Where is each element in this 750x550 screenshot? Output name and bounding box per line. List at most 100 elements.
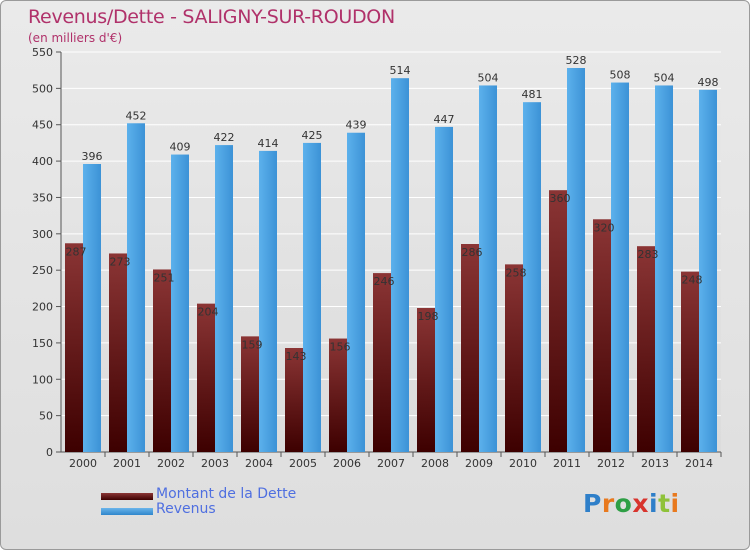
revenue-value-label: 439 xyxy=(346,119,367,132)
debt-value-label: 248 xyxy=(682,274,703,287)
revenue-value-label: 504 xyxy=(478,71,499,84)
debt-value-label: 286 xyxy=(462,246,483,259)
revenue-bar xyxy=(655,85,673,453)
chart-title: Revenus/Dette - SALIGNY-SUR-ROUDON xyxy=(28,6,395,28)
revenue-value-label: 425 xyxy=(302,129,323,142)
y-tick-label: 350 xyxy=(32,191,53,204)
revenue-bar xyxy=(567,68,585,452)
debt-bar xyxy=(241,336,259,452)
revenue-value-label: 422 xyxy=(214,131,235,144)
debt-bar xyxy=(681,271,699,452)
revenue-value-label: 514 xyxy=(390,64,411,77)
revenue-value-label: 414 xyxy=(258,137,279,150)
x-tick-label: 2003 xyxy=(201,457,229,470)
debt-bar xyxy=(461,244,479,452)
revenue-bar xyxy=(611,82,629,452)
debt-bar xyxy=(285,348,303,452)
legend-swatch-revenue xyxy=(101,508,153,515)
y-tick-label: 400 xyxy=(32,155,53,168)
debt-value-label: 159 xyxy=(242,338,263,351)
x-tick-label: 2010 xyxy=(509,457,537,470)
x-tick-label: 2007 xyxy=(377,457,405,470)
chart-subtitle: (en milliers d'€) xyxy=(28,31,123,45)
debt-bar xyxy=(593,219,611,452)
revenue-value-label: 447 xyxy=(434,113,455,126)
y-tick-label: 150 xyxy=(32,337,53,350)
revenue-bar xyxy=(435,126,453,452)
revenue-bar xyxy=(303,142,321,452)
logo-letter: i xyxy=(670,489,680,518)
debt-bar xyxy=(153,269,171,452)
revenue-bar xyxy=(259,150,277,452)
y-tick-label: 50 xyxy=(39,410,53,423)
y-tick-label: 0 xyxy=(46,446,53,459)
debt-value-label: 156 xyxy=(330,341,351,354)
y-tick-label: 300 xyxy=(32,228,53,241)
legend-label-debt: Montant de la Dette xyxy=(156,486,297,502)
revenue-value-label: 481 xyxy=(522,88,543,101)
legend-swatch-debt xyxy=(101,493,153,500)
proxiti-logo: Proxiti xyxy=(583,489,680,518)
x-tick-label: 2000 xyxy=(69,457,97,470)
debt-value-label: 258 xyxy=(506,266,527,279)
x-tick-label: 2013 xyxy=(641,457,669,470)
revenue-value-label: 409 xyxy=(170,141,191,154)
revenue-value-label: 508 xyxy=(610,69,631,82)
revenue-bar xyxy=(171,154,189,452)
x-tick-label: 2011 xyxy=(553,457,581,470)
y-tick-label: 100 xyxy=(32,373,53,386)
revenue-bar xyxy=(83,164,101,452)
logo-letter: o xyxy=(614,489,633,518)
revenue-bar xyxy=(215,145,233,452)
debt-value-label: 251 xyxy=(154,271,175,284)
logo-letter: t xyxy=(658,489,671,518)
debt-value-label: 273 xyxy=(110,255,131,268)
debt-bar xyxy=(65,243,83,452)
debt-bar xyxy=(637,246,655,452)
revenue-value-label: 528 xyxy=(566,54,587,67)
x-tick-label: 2012 xyxy=(597,457,625,470)
revenue-bar xyxy=(127,123,145,452)
debt-bar xyxy=(549,190,567,452)
debt-value-label: 246 xyxy=(374,275,395,288)
revenue-bar xyxy=(479,85,497,453)
debt-value-label: 360 xyxy=(550,192,571,205)
x-tick-label: 2014 xyxy=(685,457,713,470)
debt-value-label: 287 xyxy=(66,245,87,258)
revenue-bar xyxy=(699,89,717,453)
logo-letter: r xyxy=(601,489,615,518)
debt-value-label: 320 xyxy=(594,221,615,234)
x-tick-label: 2005 xyxy=(289,457,317,470)
logo-letter: i xyxy=(649,489,659,518)
y-tick-label: 500 xyxy=(32,82,53,95)
x-tick-label: 2009 xyxy=(465,457,493,470)
x-tick-label: 2004 xyxy=(245,457,273,470)
debt-bar xyxy=(417,308,435,452)
debt-bar xyxy=(329,338,347,452)
debt-bar xyxy=(373,273,391,452)
revenue-value-label: 498 xyxy=(698,76,719,89)
debt-value-label: 283 xyxy=(638,248,659,261)
y-tick-label: 250 xyxy=(32,264,53,277)
revenue-value-label: 504 xyxy=(654,71,675,84)
debt-bar xyxy=(109,253,127,452)
x-tick-label: 2001 xyxy=(113,457,141,470)
revenue-value-label: 452 xyxy=(126,109,147,122)
debt-value-label: 198 xyxy=(418,310,439,323)
logo-letter: x xyxy=(632,489,649,518)
debt-bar xyxy=(197,303,215,452)
debt-bar xyxy=(505,264,523,452)
revenue-bar xyxy=(347,132,365,452)
debt-value-label: 204 xyxy=(198,306,219,319)
x-tick-label: 2008 xyxy=(421,457,449,470)
x-tick-label: 2006 xyxy=(333,457,361,470)
legend-label-revenue: Revenus xyxy=(156,501,216,517)
x-tick-label: 2002 xyxy=(157,457,185,470)
y-tick-label: 550 xyxy=(32,46,53,59)
logo-letter: P xyxy=(583,489,602,518)
revenue-bar xyxy=(523,102,541,452)
y-tick-label: 450 xyxy=(32,119,53,132)
revenue-value-label: 396 xyxy=(82,150,103,163)
